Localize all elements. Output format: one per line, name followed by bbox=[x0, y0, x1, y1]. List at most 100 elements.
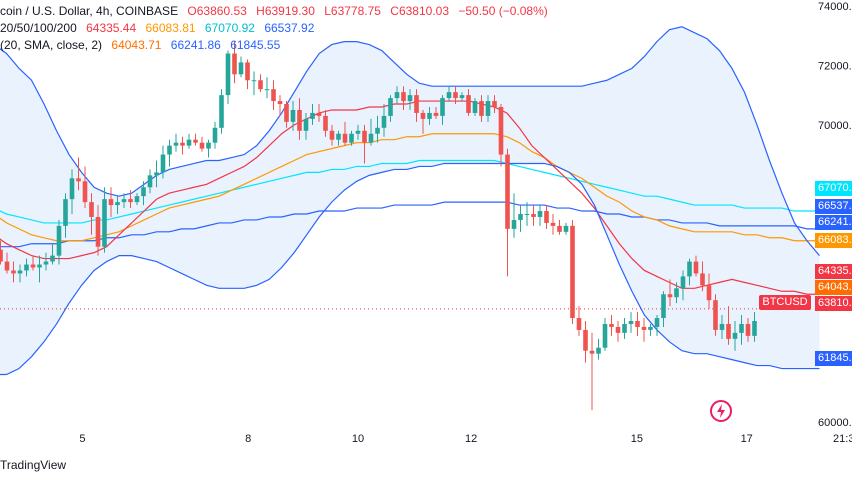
candle-body bbox=[258, 80, 263, 90]
candle-body bbox=[459, 95, 465, 99]
candle-body bbox=[180, 142, 185, 146]
candle-body bbox=[739, 323, 744, 333]
candle-body bbox=[557, 225, 562, 232]
candle-body bbox=[401, 92, 406, 102]
bb-upper-value: 66241.86 bbox=[170, 38, 221, 52]
y-tick-label: 70000.00 bbox=[818, 120, 852, 132]
candle-body bbox=[290, 109, 296, 122]
candle-body bbox=[641, 326, 647, 330]
candle-body bbox=[56, 225, 62, 256]
ohlc-change: −50.50 (−0.08%) bbox=[458, 4, 548, 18]
candle-body bbox=[693, 261, 699, 274]
ema200-line bbox=[0, 201, 820, 248]
candle-body bbox=[147, 175, 153, 188]
candle-body bbox=[719, 323, 725, 330]
bb-lower-line bbox=[0, 162, 820, 376]
candle-body bbox=[661, 294, 666, 319]
candle-body bbox=[479, 101, 484, 116]
candle-body bbox=[680, 276, 686, 289]
candle-body bbox=[654, 318, 660, 327]
x-tick-label: 8 bbox=[245, 433, 251, 445]
candle-body bbox=[518, 214, 523, 220]
candle-body bbox=[24, 264, 29, 271]
ema100-line bbox=[0, 159, 820, 224]
candle-body bbox=[433, 112, 439, 116]
candle-body bbox=[95, 216, 101, 247]
candle-body bbox=[706, 285, 712, 301]
candle-body bbox=[186, 139, 192, 146]
candle-body bbox=[505, 154, 510, 229]
candle-body bbox=[108, 199, 114, 206]
price-tag-bb-lower: 61845. bbox=[815, 351, 852, 366]
x-tick-label: 12 bbox=[465, 433, 477, 445]
ema20-value: 64335.44 bbox=[86, 21, 137, 35]
candle-body bbox=[349, 133, 354, 143]
candle-body bbox=[498, 107, 504, 155]
candle-body bbox=[368, 133, 374, 143]
candle-body bbox=[76, 178, 81, 182]
candle-body bbox=[128, 199, 133, 203]
candle-body bbox=[407, 95, 413, 102]
candle-body bbox=[550, 222, 556, 226]
candle-body bbox=[225, 53, 231, 96]
candle-body bbox=[355, 130, 361, 134]
candle-body bbox=[394, 92, 400, 99]
candle-body bbox=[420, 112, 426, 119]
candle-body bbox=[726, 323, 731, 339]
symbol-title: coin / U.S. Dollar, 4h, COINBASE bbox=[0, 4, 179, 18]
candle-body bbox=[173, 142, 179, 146]
candle-body bbox=[4, 261, 10, 271]
candle-body bbox=[381, 115, 387, 128]
candle-body bbox=[622, 323, 627, 333]
candle-body bbox=[667, 294, 673, 298]
x-tick-label: 10 bbox=[352, 433, 364, 445]
x-tick-label: 17 bbox=[741, 433, 753, 445]
ohlc-open: O63860.53 bbox=[187, 4, 247, 18]
candle-body bbox=[362, 130, 367, 143]
ohlc-close: C63810.03 bbox=[390, 4, 450, 18]
price-tag-ema100: 67070. bbox=[815, 181, 852, 196]
candle-body bbox=[50, 255, 55, 262]
tradingview-brand[interactable]: TradingView bbox=[0, 458, 67, 472]
price-tag-bb-basis: 64043. bbox=[815, 280, 852, 295]
y-tick-label: 60000.00 bbox=[818, 417, 852, 429]
candle-body bbox=[713, 300, 718, 330]
candle-body bbox=[576, 318, 582, 330]
candle-body bbox=[732, 332, 738, 339]
candle-body bbox=[563, 225, 569, 232]
candle-body bbox=[583, 329, 588, 351]
candle-body bbox=[277, 101, 283, 105]
candle-body bbox=[414, 95, 419, 113]
candle-body bbox=[674, 288, 679, 298]
candle-body bbox=[440, 98, 445, 116]
candle-body bbox=[193, 139, 198, 143]
candle-body bbox=[531, 214, 536, 217]
candle-body bbox=[251, 80, 257, 82]
candle-body bbox=[245, 62, 250, 81]
candle-body bbox=[615, 326, 621, 333]
candle-body bbox=[342, 133, 348, 143]
candle-body bbox=[167, 145, 172, 155]
ema100-value: 67070.92 bbox=[204, 21, 255, 35]
legend-ema-row: 20/50/100/200 64335.44 66083.81 67070.92… bbox=[0, 20, 320, 36]
legend-symbol-row: coin / U.S. Dollar, 4h, COINBASE O63860.… bbox=[0, 3, 554, 19]
candle-body bbox=[297, 109, 302, 131]
candle-body bbox=[102, 199, 107, 247]
y-tick-label: 72000.00 bbox=[818, 60, 852, 72]
candle-body bbox=[89, 202, 94, 217]
candle-body bbox=[310, 112, 315, 119]
candle-body bbox=[316, 112, 322, 116]
candle-body bbox=[82, 181, 88, 203]
y-tick-label: 74000.00 bbox=[818, 1, 852, 13]
candle-body bbox=[596, 347, 601, 354]
flash-icon[interactable] bbox=[709, 399, 733, 423]
candle-body bbox=[43, 261, 49, 265]
ema-label: 20/50/100/200 bbox=[0, 21, 77, 35]
candle-body bbox=[752, 321, 757, 336]
candle-body bbox=[446, 92, 452, 99]
ema50-line bbox=[0, 133, 820, 242]
price-tag-ema50: 66083. bbox=[815, 233, 852, 248]
ohlc-high: H63919.30 bbox=[256, 4, 315, 18]
candle-body bbox=[453, 92, 458, 99]
